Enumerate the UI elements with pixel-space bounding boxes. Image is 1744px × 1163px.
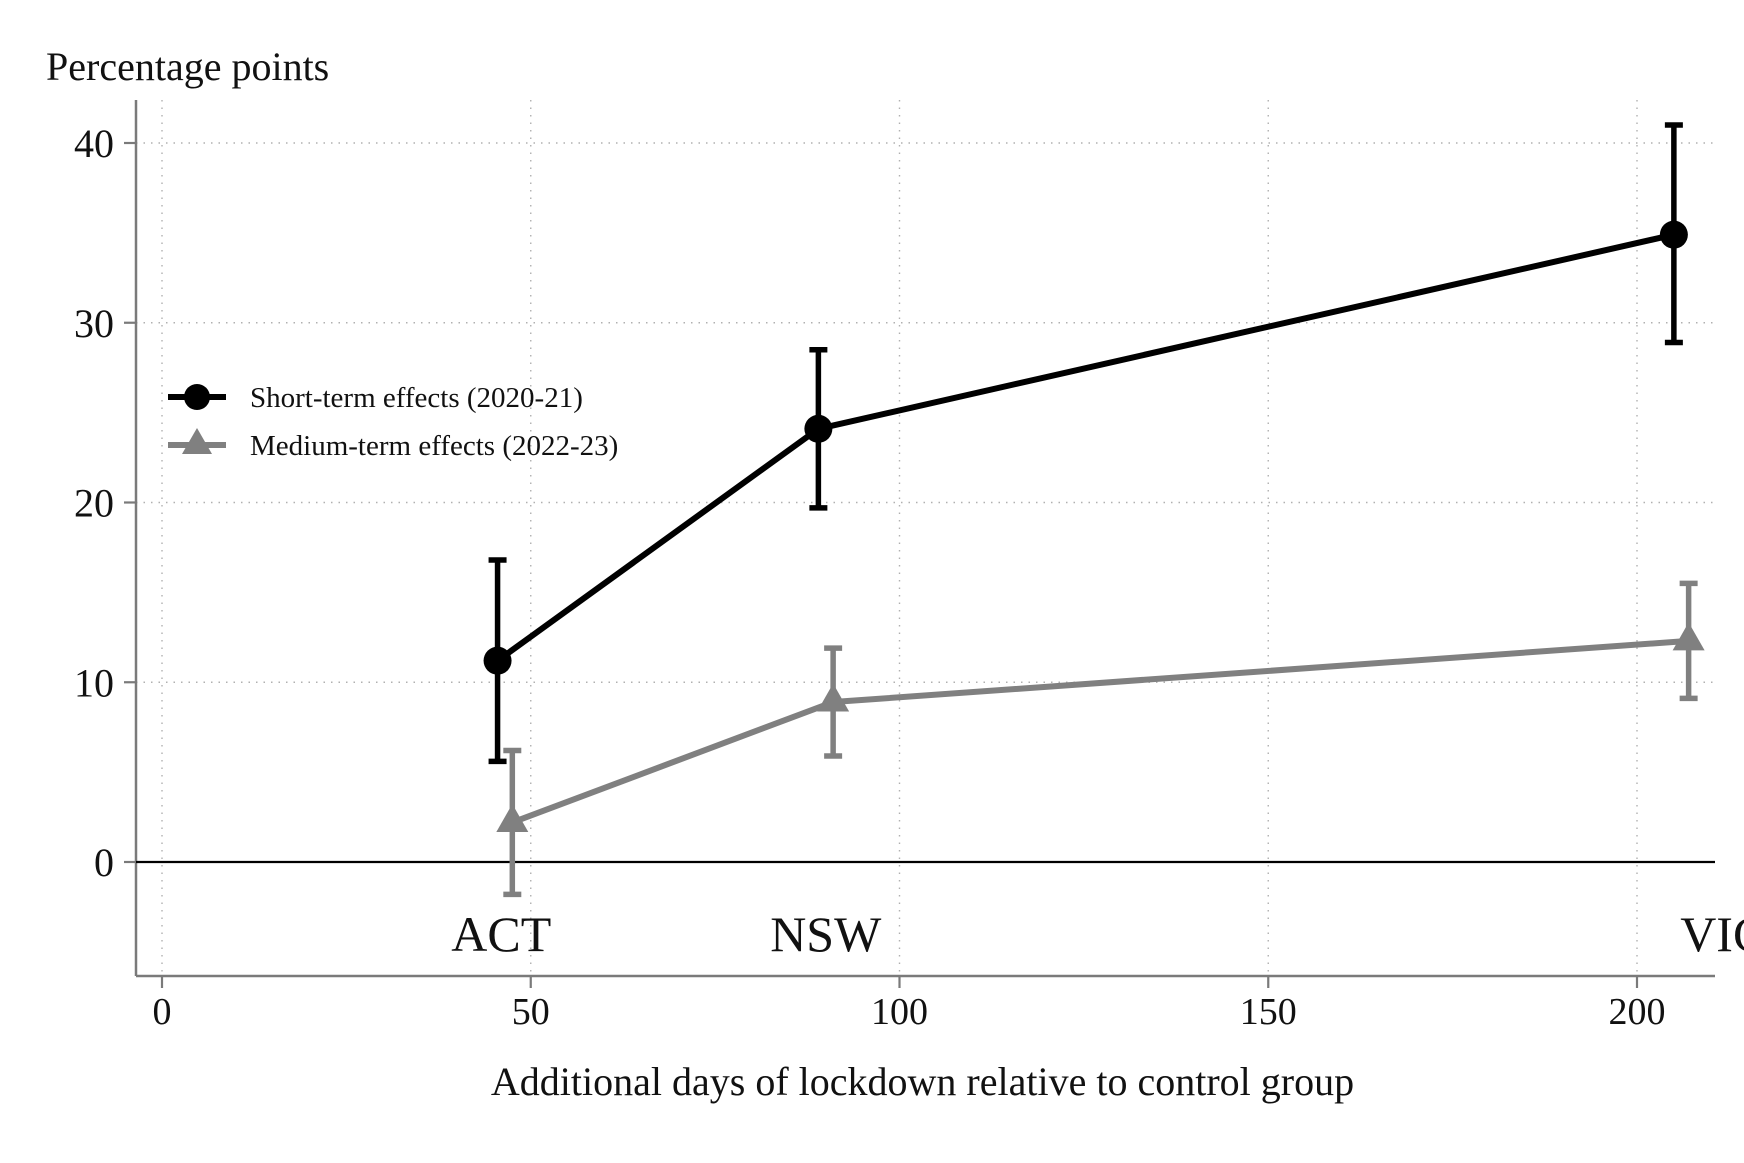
data-point (804, 414, 833, 443)
axes: 0 10 20 30 40 0 50 100 150 200 Percentage points Ad… (46, 44, 1715, 1104)
x-tick-label: 50 (512, 991, 550, 1033)
series (483, 122, 1705, 898)
series-medium-term (496, 580, 1705, 898)
series-line (511, 637, 1689, 826)
legend-label: Short-term effects (2020-21) (250, 382, 583, 414)
x-tick-label: 200 (1609, 991, 1666, 1033)
y-tick-label: 30 (74, 301, 114, 346)
y-tick-label: 40 (74, 121, 114, 166)
x-axis-title: Additional days of lockdown relative to … (491, 1059, 1354, 1104)
legend-label: Medium-term effects (2022-23) (250, 430, 618, 462)
y-tick-label: 20 (74, 481, 114, 526)
x-tick-label: 100 (871, 991, 928, 1033)
grid (136, 100, 1715, 976)
series-short-term (483, 122, 1688, 765)
legend-entry: Short-term effects (2020-21) (168, 382, 583, 414)
x-tick-label: 0 (153, 991, 172, 1033)
y-tick-label: 0 (94, 840, 114, 885)
data-point (496, 803, 529, 832)
y-axis-title: Percentage points (46, 44, 329, 89)
legend-entry: Medium-term effects (2022-23) (168, 428, 618, 462)
y-tick-label: 10 (74, 660, 114, 705)
point-labels: ACT NSW VIC (451, 906, 1744, 962)
data-point (1672, 622, 1705, 651)
point-label-vic: VIC (1680, 906, 1744, 962)
data-point (1659, 220, 1688, 249)
data-point (483, 646, 512, 675)
x-tick-label: 150 (1240, 991, 1297, 1033)
series-line (495, 231, 1675, 664)
point-label-nsw: NSW (770, 906, 882, 962)
legend: Short-term effects (2020-21) Medium-term … (168, 382, 618, 462)
legend-marker (182, 428, 212, 454)
data-point (817, 683, 850, 712)
legend-marker (184, 384, 210, 410)
point-label-act: ACT (451, 906, 551, 962)
